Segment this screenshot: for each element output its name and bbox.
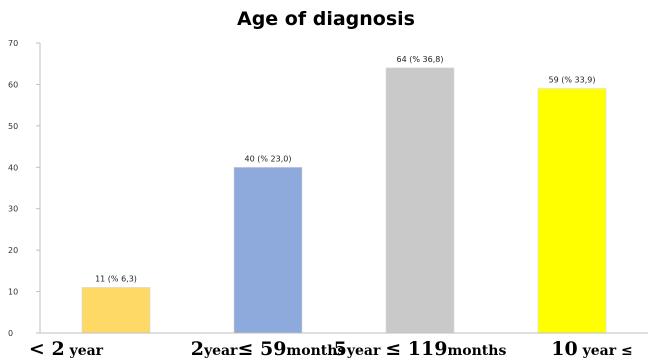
bar	[385, 67, 455, 334]
y-tick-label: 70	[8, 39, 18, 48]
bar	[537, 88, 607, 334]
data-label: 64 (% 36,8)	[397, 55, 444, 64]
x-tick-label: 2year≤ 59months	[191, 338, 346, 360]
y-tick-label: 10	[8, 288, 18, 297]
y-tick-label: 40	[8, 163, 18, 172]
data-label: 59 (% 33,9)	[549, 76, 596, 85]
chart-title: Age of diagnosis	[237, 8, 415, 30]
data-label: 11 (% 6,3)	[95, 274, 137, 283]
bar	[81, 287, 151, 334]
data-labels: 11 (% 6,3) 40 (% 23,0) 64 (% 36,8) 59 (% 33…	[95, 55, 595, 284]
y-tick-label: 60	[8, 80, 18, 89]
y-axis: 0 10 20 30 40 50 60 70	[8, 39, 41, 338]
y-tick-label: 30	[8, 205, 18, 214]
x-tick-label: 5year ≤ 119months	[334, 338, 507, 360]
x-tick-label: 10 year ≤	[551, 338, 632, 360]
y-tick-label: 20	[8, 246, 18, 255]
data-label: 40 (% 23,0)	[245, 154, 292, 163]
y-tick-label: 0	[8, 329, 13, 338]
x-tick-label: < 2 year	[29, 338, 104, 360]
bars	[81, 67, 607, 334]
bar	[233, 166, 303, 334]
y-tick-label: 50	[8, 122, 18, 131]
